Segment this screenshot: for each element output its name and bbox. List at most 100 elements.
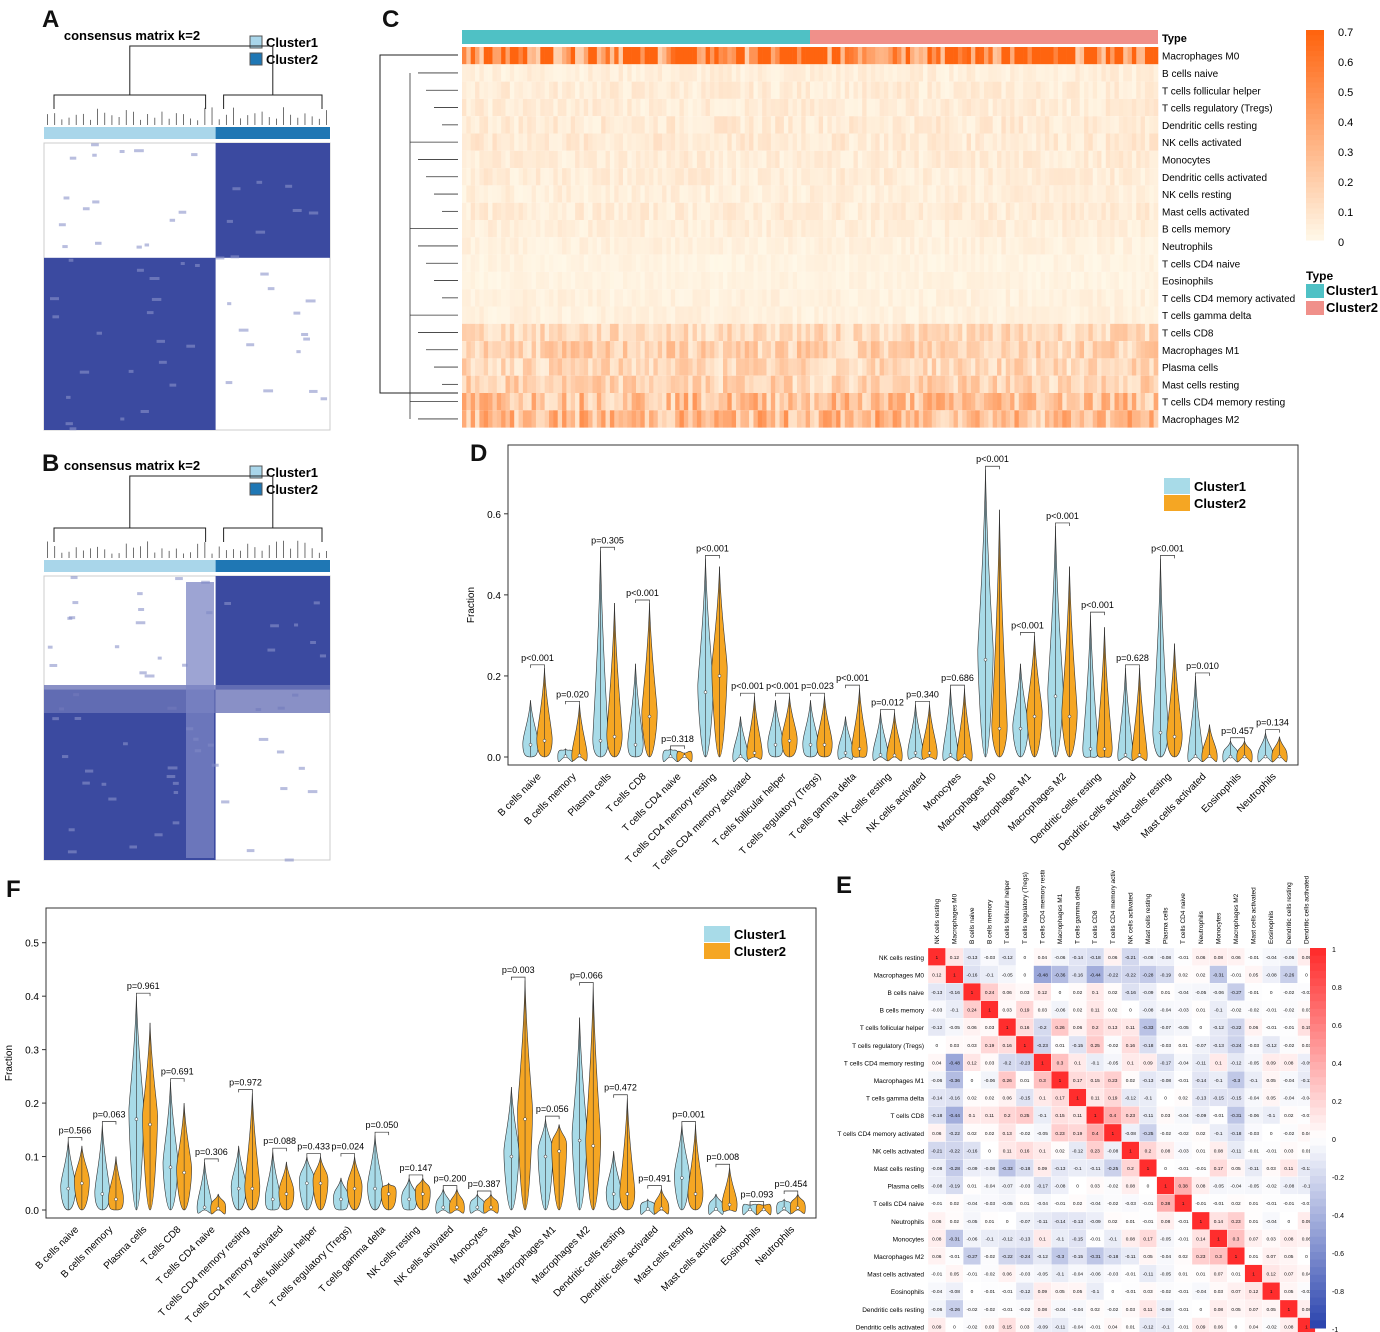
- matrix-noise: [167, 766, 178, 770]
- y-tick-label: 0.0: [487, 753, 501, 764]
- heat-cell: [692, 202, 698, 220]
- heat-cell: [992, 150, 998, 169]
- matrix-noise: [225, 381, 233, 385]
- heat-cell: [1057, 150, 1063, 169]
- heat-cell: [718, 341, 724, 359]
- heat-cell: [757, 98, 763, 117]
- heat-cell: [549, 341, 554, 359]
- corr-value: -0.03: [1248, 1043, 1259, 1049]
- heat-cell: [1149, 185, 1154, 203]
- heat-cell: [796, 185, 802, 203]
- p-value-label: p=0.008: [706, 1152, 739, 1162]
- heat-cell: [483, 98, 489, 117]
- heat-cell: [801, 271, 806, 290]
- heat-cell: [709, 254, 715, 272]
- heat-cell: [727, 306, 732, 324]
- heat-cell: [818, 81, 824, 99]
- heat-cell: [522, 133, 528, 151]
- heat-cell: [931, 410, 937, 428]
- corr-value: -0.28: [1143, 972, 1154, 978]
- heat-cell: [1131, 185, 1137, 203]
- heat-cell: [1027, 410, 1033, 428]
- heat-cell: [688, 150, 693, 169]
- heat-cell: [1079, 254, 1085, 272]
- heat-cell: [1062, 375, 1067, 393]
- heat-cell: [844, 237, 850, 255]
- heat-cell: [879, 393, 885, 411]
- x-tick-label: T cells gamma delta: [788, 771, 859, 842]
- heat-cell: [888, 47, 893, 65]
- col-label: T cells CD4 naive: [1180, 893, 1187, 944]
- heat-cell: [783, 168, 789, 186]
- heat-cell: [557, 375, 563, 393]
- p-value-label: p=0.305: [591, 535, 624, 545]
- heat-cell: [818, 47, 824, 65]
- heat-cell: [1114, 202, 1120, 220]
- matrix-noise: [293, 311, 301, 315]
- heat-cell: [662, 341, 667, 359]
- heat-cell: [1101, 341, 1107, 359]
- heat-cell: [601, 358, 606, 376]
- heat-cell: [792, 306, 798, 324]
- corr-value: -0.03: [931, 1008, 942, 1014]
- heat-cell: [888, 289, 893, 307]
- heat-cell: [992, 341, 998, 359]
- heat-cell: [466, 289, 471, 307]
- heat-cell: [562, 237, 567, 255]
- heat-cell: [883, 47, 889, 65]
- col-label: Plasma cells: [1163, 907, 1170, 944]
- heat-cell: [962, 185, 967, 203]
- heat-cell: [1110, 81, 1115, 99]
- heat-cell: [657, 323, 663, 342]
- heat-cell: [753, 81, 759, 99]
- heat-cell: [940, 202, 946, 220]
- heat-cell: [622, 185, 628, 203]
- heat-cell: [479, 133, 485, 151]
- heat-cell: [1044, 358, 1050, 376]
- heat-cell: [970, 410, 976, 428]
- heat-cell: [836, 306, 841, 324]
- heat-cell: [1079, 220, 1085, 238]
- heat-cell: [666, 254, 672, 272]
- heat-cell: [801, 341, 806, 359]
- heat-cell: [984, 323, 989, 342]
- matrix-noise: [221, 800, 230, 804]
- heat-row-label: T cells CD4 memory resting: [1162, 398, 1285, 409]
- heat-cell: [870, 237, 876, 255]
- heat-cell: [801, 393, 806, 411]
- heat-cell: [549, 375, 554, 393]
- heat-cell: [831, 237, 837, 255]
- heat-cell: [692, 358, 698, 376]
- heat-cell: [683, 341, 689, 359]
- heat-cell: [1010, 393, 1015, 411]
- heat-cell: [901, 375, 906, 393]
- heat-cell: [718, 254, 724, 272]
- matrix-noise: [166, 775, 176, 779]
- heat-cell: [488, 133, 493, 151]
- heat-cell: [866, 289, 872, 307]
- heat-cell: [505, 237, 511, 255]
- heat-cell: [997, 168, 1002, 186]
- heat-cell: [505, 323, 511, 342]
- matrix-noise: [82, 207, 90, 211]
- heat-cell: [675, 323, 680, 342]
- heat-cell: [1127, 185, 1133, 203]
- heat-cell: [488, 185, 493, 203]
- heat-cell: [836, 393, 841, 411]
- heat-cell: [788, 150, 793, 169]
- heat-cell: [997, 341, 1002, 359]
- corr-value: 0: [1270, 1131, 1273, 1137]
- heat-cell: [1031, 341, 1037, 359]
- heat-cell: [727, 47, 732, 65]
- heat-cell: [975, 254, 980, 272]
- heat-cell: [1136, 202, 1141, 220]
- heat-cell: [627, 150, 632, 169]
- heat-cell: [779, 168, 785, 186]
- matrix-noise: [62, 755, 69, 759]
- heat-cell: [701, 98, 706, 117]
- heat-cell: [535, 133, 541, 151]
- corr-value: -0.03: [984, 1201, 995, 1207]
- heat-cell: [1101, 98, 1107, 117]
- corr-value: 1: [1006, 1025, 1009, 1031]
- heat-cell: [470, 116, 476, 134]
